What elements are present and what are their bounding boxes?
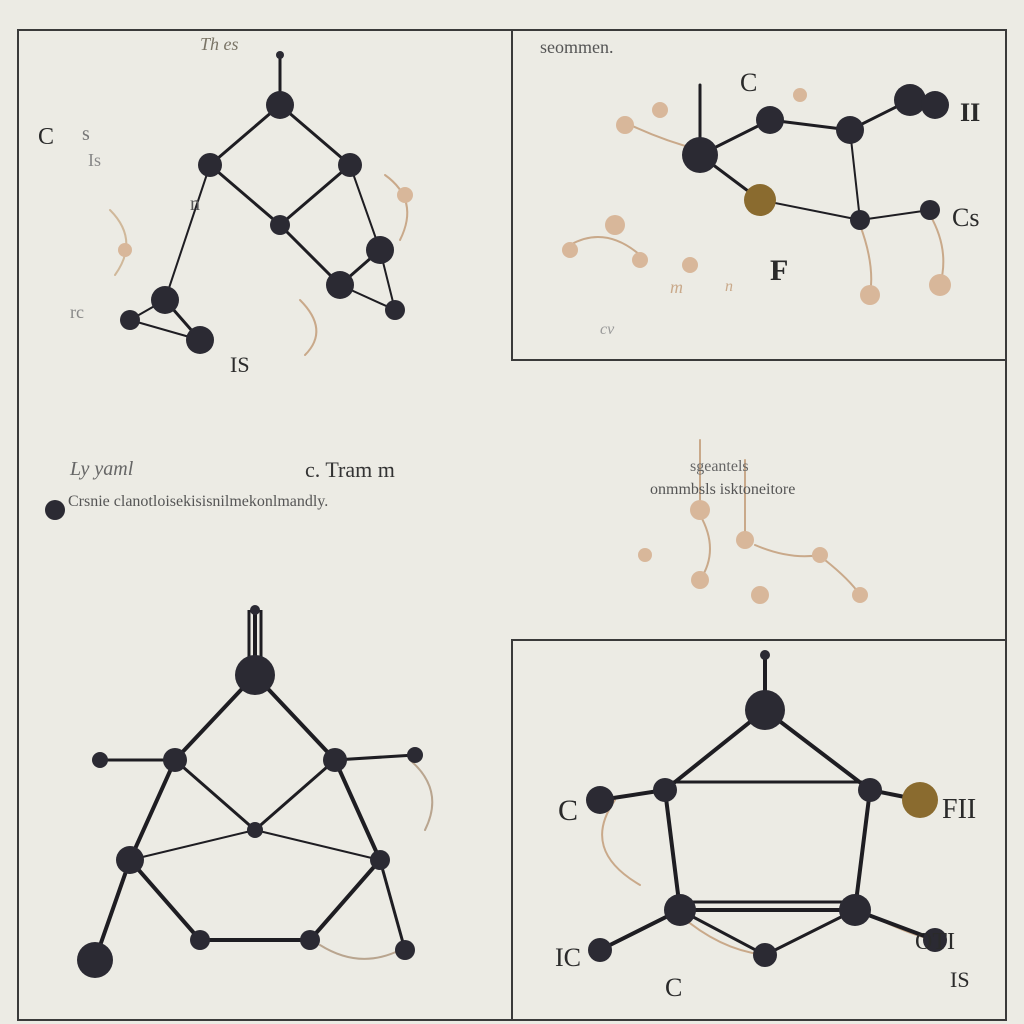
label-br-IC: IC [555, 943, 581, 972]
atom [323, 748, 347, 772]
atom-accent [690, 500, 710, 520]
atom [894, 84, 926, 116]
atom [186, 326, 214, 354]
atom [920, 200, 940, 220]
atom [756, 106, 784, 134]
atom-accent [682, 257, 698, 273]
atom [92, 752, 108, 768]
atom [586, 786, 614, 814]
atom [588, 938, 612, 962]
atom-accent [118, 243, 132, 257]
atom [77, 942, 113, 978]
atom [753, 943, 777, 967]
label-tr-II: II [960, 98, 980, 127]
atom [839, 894, 871, 926]
atom-accent [691, 571, 709, 589]
atom-accent [652, 102, 668, 118]
atom [682, 137, 718, 173]
atom [276, 51, 284, 59]
label-tr-C: C [740, 68, 757, 97]
atom [370, 850, 390, 870]
atom [744, 184, 776, 216]
label-br-OTI: OTI [915, 929, 955, 955]
atom-accent [638, 548, 652, 562]
label-mr-t2: onmmbsls isktoneitore [650, 481, 795, 498]
atom-accent [605, 215, 625, 235]
atom [385, 300, 405, 320]
atom [300, 930, 320, 950]
label-br-IS: IS [950, 967, 970, 992]
atom [326, 271, 354, 299]
label-tl-rc: rc [70, 302, 84, 322]
atom-accent [793, 88, 807, 102]
atom-accent [397, 187, 413, 203]
atom [247, 822, 263, 838]
atom [836, 116, 864, 144]
atom [902, 782, 938, 818]
label-tr-title: seommen. [540, 37, 614, 57]
atom [664, 894, 696, 926]
atom-accent [632, 252, 648, 268]
atom [653, 778, 677, 802]
atom [120, 310, 140, 330]
atom-accent [852, 587, 868, 603]
label-tl-IS: IS [230, 352, 250, 377]
atom-accent [736, 531, 754, 549]
label-tl-C: C [38, 124, 54, 150]
label-tr-F: F [770, 254, 788, 287]
atom [198, 153, 222, 177]
label-br-FII: FII [942, 794, 976, 825]
atom [270, 215, 290, 235]
atom [395, 940, 415, 960]
atom [858, 778, 882, 802]
atom [745, 690, 785, 730]
label-tl-is1: Is [88, 150, 101, 170]
label-tr-on1: m [670, 277, 683, 297]
atom [338, 153, 362, 177]
atom [116, 846, 144, 874]
atom-accent [616, 116, 634, 134]
label-tl-n: n [190, 193, 200, 215]
atom-accent [860, 285, 880, 305]
label-ml-sub: Crsnie clanotloisekisisnilmekonlmandly. [68, 493, 328, 510]
label-ml-t2: c. Tram m [305, 457, 395, 482]
atom [190, 930, 210, 950]
label-br-C: C [558, 794, 578, 827]
legend-dot [45, 500, 65, 520]
atom-accent [751, 586, 769, 604]
atom [235, 655, 275, 695]
label-tl-s: s [82, 123, 90, 145]
atom [850, 210, 870, 230]
atom [407, 747, 423, 763]
label-tr-on2: n [725, 278, 733, 295]
label-tr-cv: cv [600, 321, 615, 338]
atom [266, 91, 294, 119]
atom [250, 605, 260, 615]
label-br-C2: C [665, 973, 682, 1002]
atom-accent [929, 274, 951, 296]
atom [151, 286, 179, 314]
atom [163, 748, 187, 772]
atom [366, 236, 394, 264]
label-tr-Cs: Cs [952, 203, 979, 232]
diagram-canvas: Th es Cs Is n rc IS seommen. C II Cs Fm n cv Ly yaml c… [0, 0, 1024, 1024]
label-mr-t1: sgeantels [690, 458, 749, 475]
atom-accent [812, 547, 828, 563]
atom [760, 650, 770, 660]
atom-accent [562, 242, 578, 258]
atom [921, 91, 949, 119]
label-ml-t1: Ly yaml [69, 458, 134, 480]
label-tl-title: Th es [200, 34, 239, 54]
